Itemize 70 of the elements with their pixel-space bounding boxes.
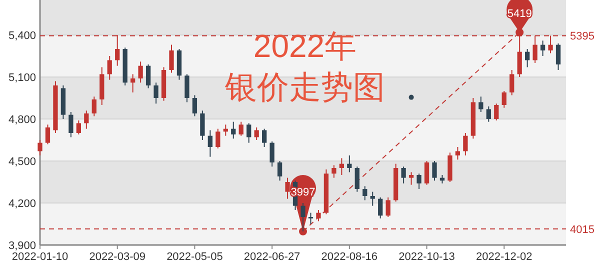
y-tick-label: 5,400 — [8, 30, 36, 42]
candlestick — [285, 177, 290, 200]
x-tick-label: 2022-06-27 — [244, 251, 300, 263]
candlestick — [370, 191, 375, 206]
text: 2022年 — [253, 28, 357, 64]
candlestick — [424, 160, 430, 186]
candlestick — [76, 120, 81, 135]
x-tick-label: 2022-12-02 — [476, 251, 532, 263]
candlestick — [401, 166, 406, 184]
candlestick — [432, 160, 437, 182]
candlestick — [510, 70, 514, 96]
candlestick — [68, 112, 74, 138]
candlestick — [200, 110, 205, 140]
candlestick — [362, 186, 368, 201]
x-tick-label: 2022-08-16 — [321, 251, 378, 263]
candlestick — [463, 132, 468, 156]
candlestick — [92, 96, 96, 117]
candlestick — [354, 166, 360, 192]
candlestick — [478, 96, 484, 112]
candlestick — [502, 90, 506, 108]
candlestick — [270, 140, 274, 168]
candlestick — [262, 128, 267, 148]
point — [408, 94, 414, 100]
candlestick — [45, 124, 50, 145]
x-tick-label: 2022-01-10 — [12, 251, 68, 263]
candlestick — [246, 122, 252, 144]
candlestick — [254, 126, 259, 140]
candlestick — [192, 94, 198, 117]
y-tick-label: 4,500 — [8, 156, 36, 168]
candlestick — [308, 212, 314, 224]
candlestick — [184, 74, 190, 103]
candlestick — [154, 82, 158, 104]
candlestick — [208, 130, 212, 158]
candlestick — [84, 110, 89, 130]
y-tick-label: 3,900 — [8, 240, 36, 252]
y-tick-label: 5,100 — [8, 72, 36, 84]
candlestick — [525, 48, 530, 68]
candlestick — [556, 42, 561, 70]
candlestick — [386, 196, 390, 218]
y-tick-label: 4,800 — [8, 114, 36, 126]
candlestick — [277, 160, 282, 182]
x-tick-label: 2022-03-09 — [89, 251, 146, 263]
x-tick-label: 2022-10-13 — [398, 251, 455, 263]
candlestick — [231, 121, 236, 140]
x-tick-label: 2022-05-05 — [166, 251, 223, 263]
candlestick — [146, 64, 151, 89]
candlestick — [347, 154, 352, 173]
candlestick — [332, 164, 336, 178]
candlestick — [316, 210, 321, 222]
candlestick — [540, 40, 546, 56]
candlestick — [38, 140, 42, 156]
candlestick — [339, 158, 344, 176]
candlestick — [130, 74, 136, 93]
candlestick — [486, 106, 491, 122]
annotation: 5419 — [507, 8, 532, 20]
candlestick — [408, 172, 414, 186]
candlestick — [455, 146, 460, 160]
candlestick — [169, 44, 174, 74]
ref-line-label: 4015 — [570, 224, 594, 236]
text: 银价走势图 — [224, 69, 385, 105]
candlestick — [216, 128, 220, 149]
candlestick — [138, 61, 143, 84]
candlestick — [494, 103, 499, 121]
candlestick — [107, 56, 112, 80]
ref-line-label: 5395 — [570, 30, 594, 43]
y-tick-label: 4,200 — [8, 198, 36, 210]
candlestick — [378, 196, 383, 219]
candlestick — [238, 121, 244, 136]
candlestick — [416, 173, 422, 190]
point — [299, 227, 307, 236]
